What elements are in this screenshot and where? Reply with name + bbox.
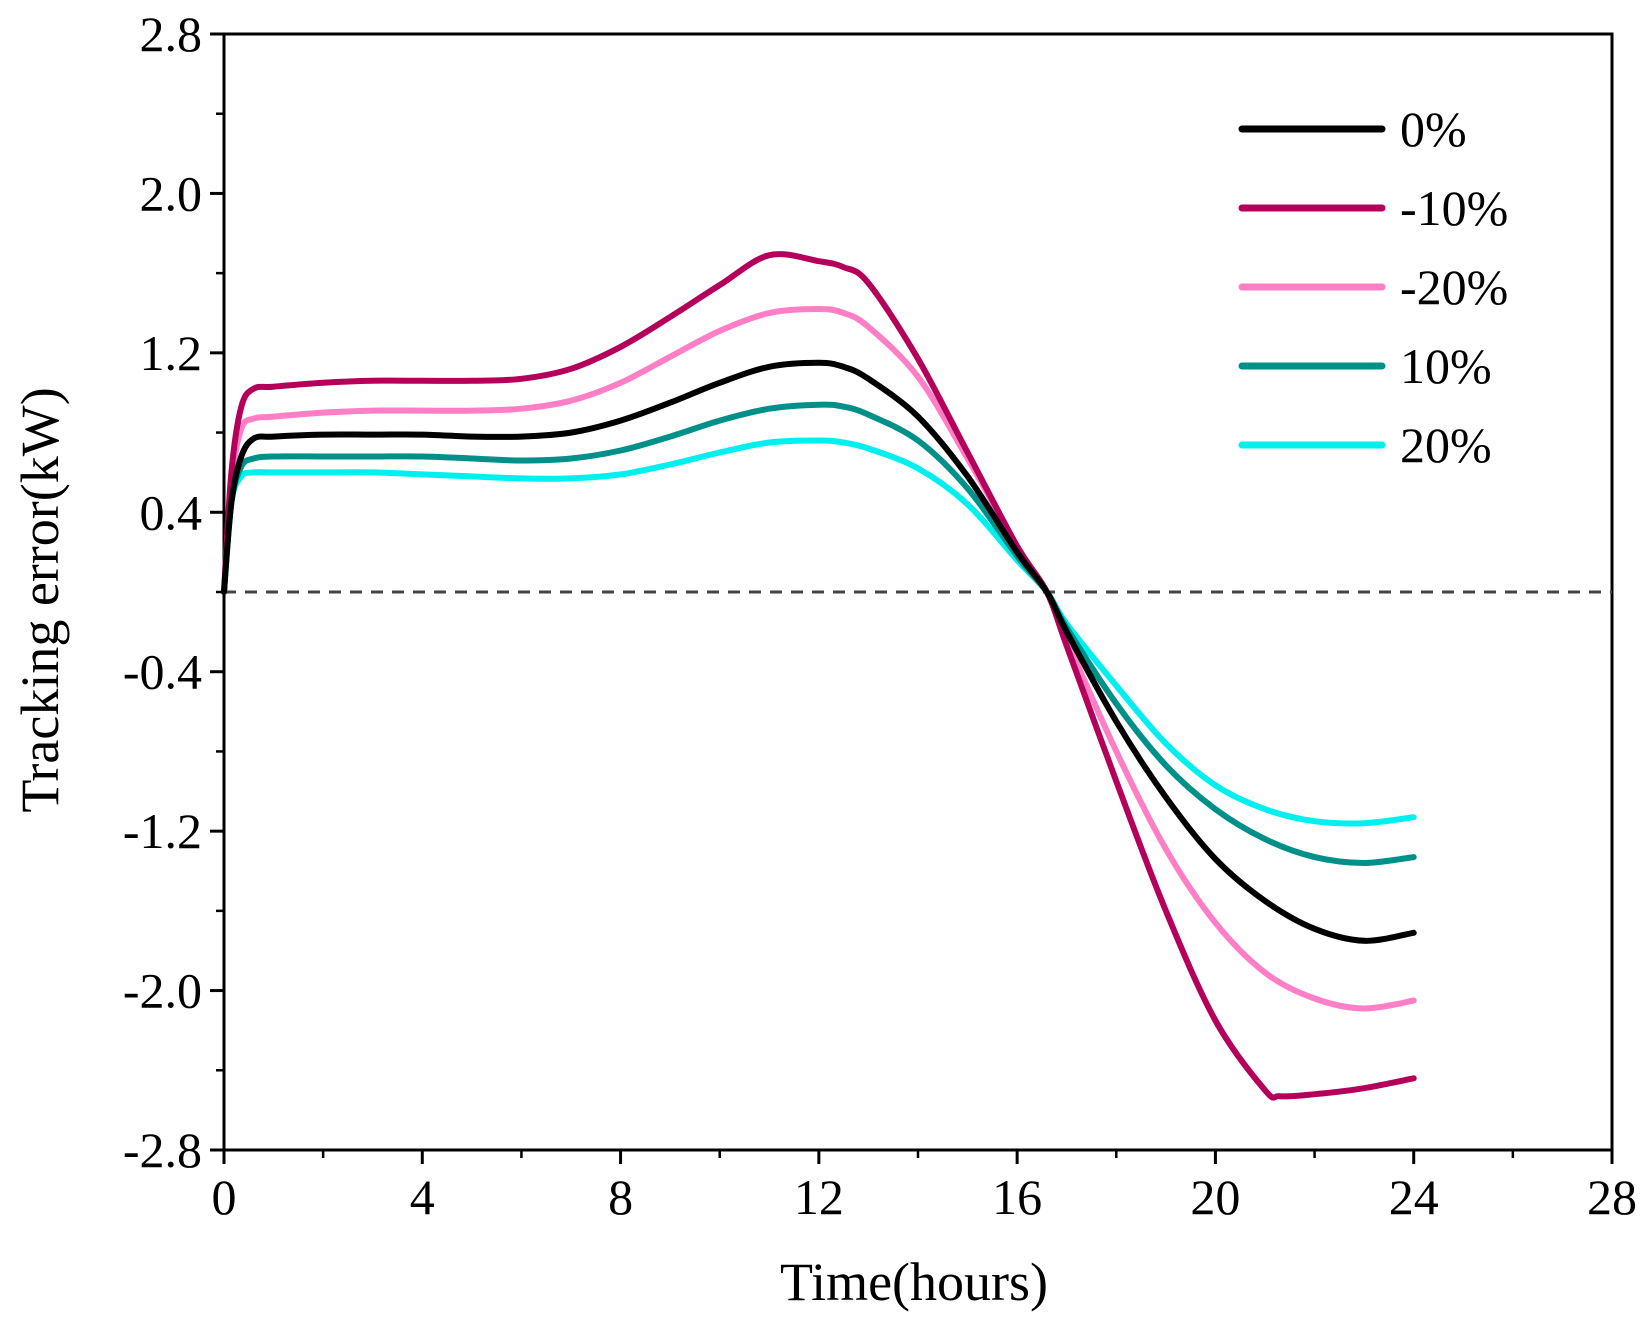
y-tick-label: -0.4 <box>123 644 202 700</box>
series-line-10% <box>221 401 1417 866</box>
legend-label-20%: 20% <box>1400 417 1492 473</box>
series-line-20% <box>221 437 1417 827</box>
x-tick-label: 0 <box>212 1169 237 1225</box>
legend: 0% -10% -20% 10% 20% <box>1238 101 1508 473</box>
x-tick-label: 24 <box>1389 1169 1439 1225</box>
y-axis-title: Tracking error(kW) <box>10 387 70 812</box>
x-axis-title: Time(hours) <box>780 1252 1048 1312</box>
y-tick-label: 1.2 <box>140 325 203 381</box>
series-line--10% <box>221 251 1417 1101</box>
y-tick-label: 0.4 <box>140 484 203 540</box>
y-tick-label: -1.2 <box>123 803 202 859</box>
legend-label-10%: 10% <box>1400 338 1492 394</box>
x-tick-label: 20 <box>1190 1169 1240 1225</box>
legend-label--10%: -10% <box>1400 180 1508 236</box>
x-tick-label: 28 <box>1587 1169 1637 1225</box>
y-tick-label: 2.0 <box>140 165 203 221</box>
x-tick-label: 12 <box>794 1169 844 1225</box>
tick-labels: 0 4 8 12 16 20 24 28 -2.8 -2.0 -1.2 -0.4 0.4 1.2 2.0 2.… <box>123 6 1637 1225</box>
x-tick-label: 4 <box>410 1169 435 1225</box>
tick-marks <box>210 32 1614 1164</box>
series-lines <box>221 251 1417 1101</box>
x-tick-label: 16 <box>992 1169 1042 1225</box>
x-tick-label: 8 <box>608 1169 633 1225</box>
y-tick-label: 2.8 <box>140 6 203 62</box>
legend-label-0%: 0% <box>1400 101 1467 157</box>
y-tick-label: -2.0 <box>123 963 202 1019</box>
series-line--20% <box>221 306 1417 1012</box>
legend-label--20%: -20% <box>1400 259 1508 315</box>
y-tick-label: -2.8 <box>123 1122 202 1178</box>
series-line-0% <box>221 359 1417 944</box>
